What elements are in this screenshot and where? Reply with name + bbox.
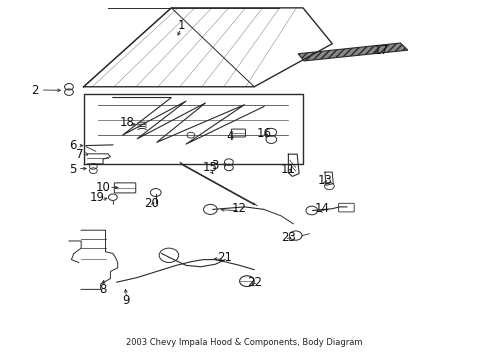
Text: 15: 15 <box>203 161 217 174</box>
Text: 11: 11 <box>280 163 295 176</box>
Text: 8: 8 <box>99 283 106 296</box>
Text: 6: 6 <box>69 139 77 152</box>
Text: 13: 13 <box>317 174 332 186</box>
Text: 9: 9 <box>122 294 130 307</box>
Text: 12: 12 <box>232 202 246 215</box>
Text: 18: 18 <box>120 116 135 129</box>
Text: 14: 14 <box>314 202 329 215</box>
Text: 19: 19 <box>89 192 104 204</box>
Text: 17: 17 <box>373 44 388 57</box>
Text: 7: 7 <box>76 148 83 161</box>
Text: 1: 1 <box>177 19 184 32</box>
Text: 5: 5 <box>69 163 77 176</box>
Text: 16: 16 <box>256 127 271 140</box>
Text: 22: 22 <box>246 276 261 289</box>
Text: 3: 3 <box>211 159 219 172</box>
Text: 4: 4 <box>225 130 233 144</box>
Text: 20: 20 <box>144 197 159 210</box>
Text: 2003 Chevy Impala Hood & Components, Body Diagram: 2003 Chevy Impala Hood & Components, Bod… <box>126 338 362 347</box>
Text: 23: 23 <box>281 231 295 244</box>
Text: 2: 2 <box>31 84 39 97</box>
Text: 10: 10 <box>96 181 110 194</box>
Text: 21: 21 <box>217 251 232 264</box>
Polygon shape <box>298 43 407 61</box>
